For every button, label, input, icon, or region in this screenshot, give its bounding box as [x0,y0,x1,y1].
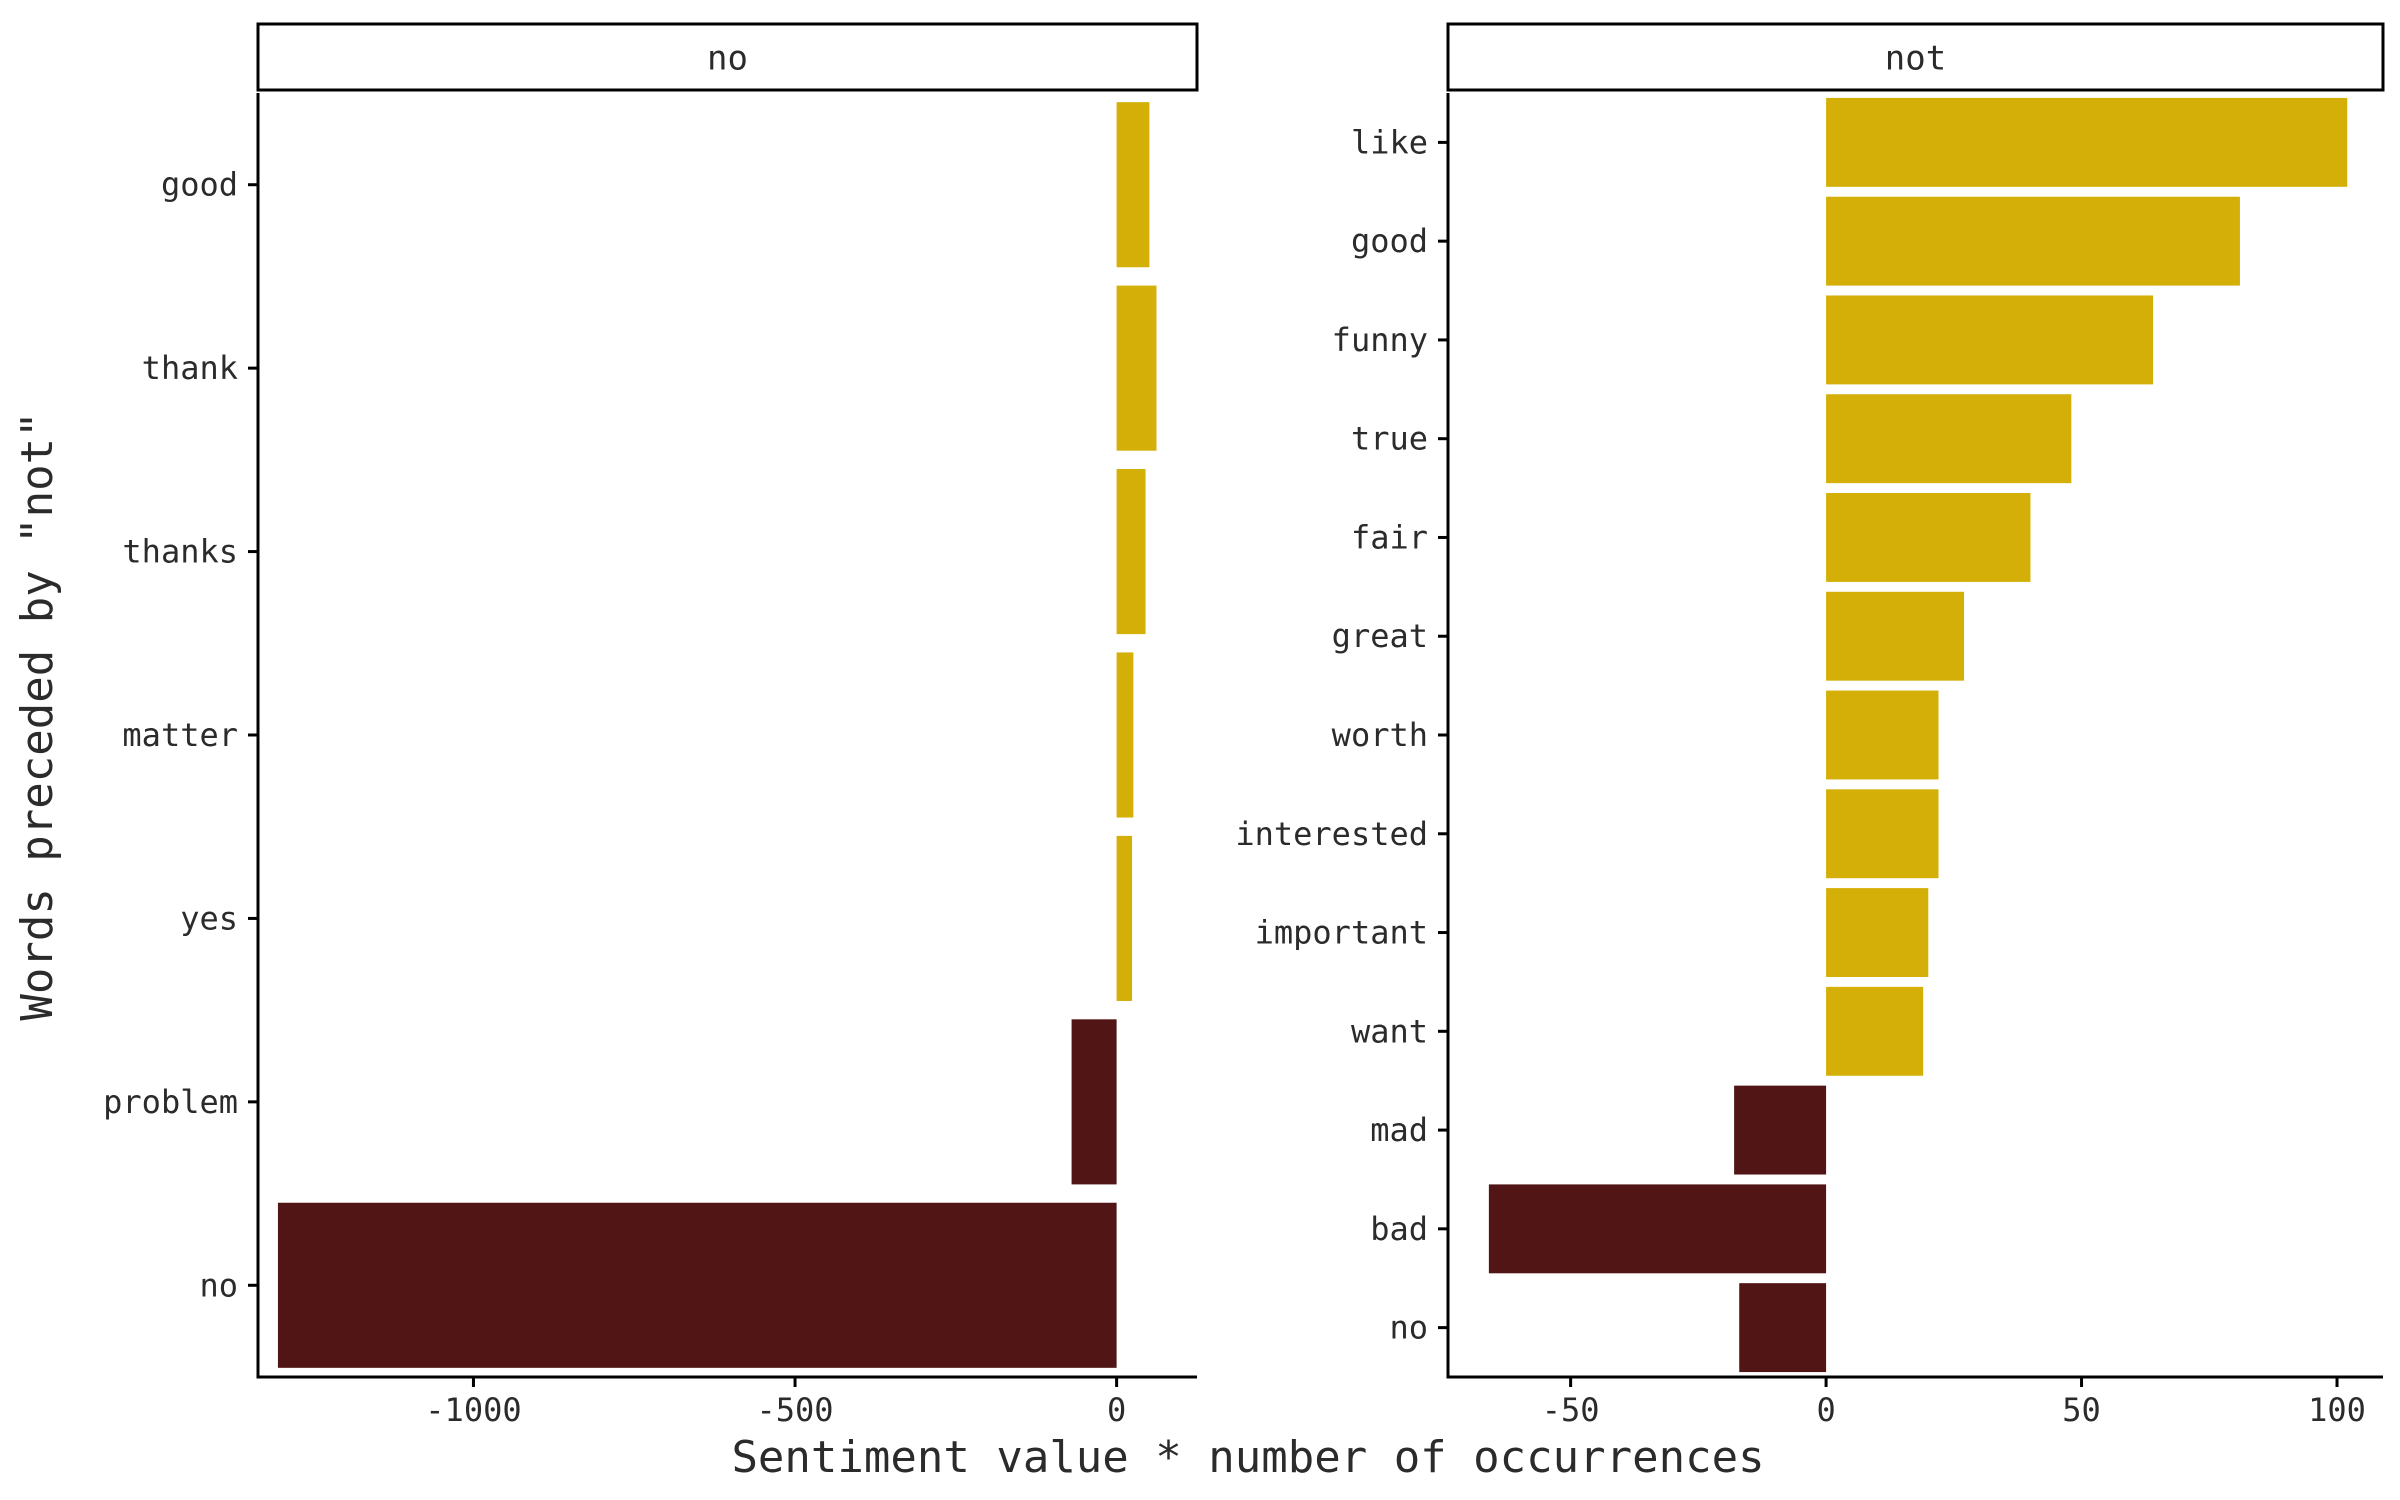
bar-important [1826,888,1929,977]
y-tick-label: great [1332,617,1428,655]
bar-great [1826,591,1965,681]
y-tick-label: fair [1351,518,1428,556]
y-tick-label: no [1389,1309,1428,1347]
y-tick-label: matter [122,716,238,754]
y-tick-label: worth [1332,716,1428,754]
panel-no: no good thank thanks matter yes problem no -1000… [103,22,1199,1429]
bar-thank [1116,285,1157,451]
bar-matter [1116,652,1134,818]
bar-no [277,1202,1117,1368]
bar-yes [1116,835,1133,1001]
y-tick-label: true [1351,420,1428,458]
bar-fair [1826,493,2031,582]
bar-funny [1826,295,2154,385]
y-tick-label: funny [1332,321,1428,359]
y-tick-label: thank [142,349,238,387]
bar-good [1826,196,2240,286]
bar-worth [1826,690,1939,780]
bar-true [1826,394,2072,484]
y-tick-label: want [1351,1012,1428,1050]
x-axis-title: Sentiment value * number of occurrences [731,1432,1764,1483]
y-tick-label: interested [1235,815,1428,853]
bar-mad [1734,1085,1827,1175]
y-tick-label: important [1255,914,1428,952]
y-tick-label: problem [103,1083,238,1121]
y-tick-label: thanks [122,533,238,571]
bar-bad [1488,1184,1827,1274]
x-tick-label: 0 [1816,1391,1835,1429]
bar-no [1739,1283,1827,1373]
y-axis-title: Words preceded by "not" [12,411,63,1020]
x-tick-label: -50 [1542,1391,1600,1429]
x-tick-label: 50 [2062,1391,2101,1429]
y-tick-label: good [1351,222,1428,260]
bar-interested [1826,789,1939,879]
strip-label: not [1885,39,1946,79]
bar-good [1116,102,1150,268]
strip-label: no [707,39,748,79]
strip-box [256,22,1199,92]
bar-thanks [1116,469,1146,635]
y-tick-label: mad [1370,1111,1428,1149]
bar-like [1826,97,2348,187]
x-tick-label: -500 [756,1391,833,1429]
x-tick-label: 0 [1107,1391,1126,1429]
x-tick-label: -1000 [425,1391,521,1429]
facet-panels: no good thank thanks matter yes problem no -1000… [103,22,2385,1429]
y-tick-label: no [199,1266,238,1304]
y-tick-label: bad [1370,1210,1428,1248]
strip-box [1446,22,2385,92]
bar-problem [1071,1019,1117,1185]
y-tick-label: yes [180,899,238,937]
panel-not: not like good funny true fair great worth intere… [1235,22,2385,1429]
x-tick-label: 100 [2308,1391,2366,1429]
y-tick-label: good [161,166,238,204]
bar-want [1826,986,1924,1076]
y-tick-label: like [1351,123,1428,161]
